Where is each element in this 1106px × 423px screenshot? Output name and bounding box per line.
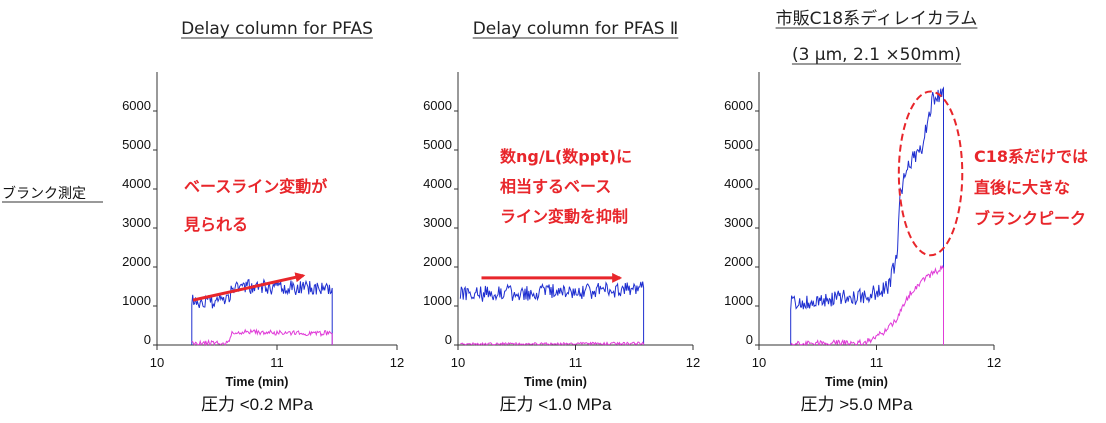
- x-axis-label: Time (min): [226, 375, 289, 389]
- pressure-condition: 圧力 >5.0 MPa: [801, 395, 914, 414]
- x-tick-label: 12: [686, 355, 700, 370]
- x-tick-label: 12: [390, 355, 404, 370]
- annotation-text: ベースライン変動が: [184, 177, 327, 196]
- series-trace-magenta: [790, 264, 944, 347]
- y-tick-label: 1000: [122, 293, 151, 308]
- y-tick-label: 3000: [423, 215, 452, 230]
- x-tick-label: 11: [270, 355, 284, 370]
- x-tick-label: 11: [870, 355, 884, 370]
- x-tick-label: 10: [451, 355, 465, 370]
- x-axis-label: Time (min): [825, 375, 888, 389]
- x-axis-label: Time (min): [524, 375, 587, 389]
- y-tick-label: 3000: [122, 215, 151, 230]
- x-tick-label: 10: [150, 355, 164, 370]
- annotation-text: 直後に大きな: [974, 178, 1070, 197]
- x-tick-label: 12: [987, 355, 1001, 370]
- y-tick-label: 2000: [724, 254, 753, 269]
- chart-title: 市販C18系ディレイカラム: [776, 8, 978, 29]
- chart-panel-1: Delay column for PFAS 0 1000 2000 3000 4000 50…: [122, 19, 404, 414]
- x-tick-label: 11: [569, 355, 583, 370]
- annotation-text: 見られる: [183, 215, 248, 234]
- series-trace-magenta: [460, 341, 645, 346]
- trend-arrow: [192, 272, 306, 302]
- y-tick-label: 4000: [122, 176, 151, 191]
- y-tick-label: 4000: [423, 176, 452, 191]
- series-trace-blue: [191, 278, 333, 345]
- y-tick-label: 6000: [724, 98, 753, 113]
- chart-panel-2: Delay column for PFAS Ⅱ 0 1000 2000 3000 4000…: [423, 19, 700, 414]
- chart-title: Delay column for PFAS Ⅱ: [473, 19, 679, 39]
- y-tick-label: 5000: [122, 137, 151, 152]
- chart-panel-3: 市販C18系ディレイカラム (3 μm, 2.1 ×50mm) 0 1000 2000 3…: [724, 8, 1088, 414]
- peak-highlight-ellipse: [897, 90, 964, 257]
- side-label: ブランク測定: [2, 185, 86, 202]
- y-tick-label: 2000: [423, 254, 452, 269]
- y-tick-label: 0: [746, 332, 753, 347]
- y-tick-label: 1000: [724, 293, 753, 308]
- pressure-condition: 圧力 <1.0 MPa: [500, 395, 613, 414]
- y-tick-label: 6000: [122, 98, 151, 113]
- y-tick-label: 0: [144, 332, 151, 347]
- annotation-text: C18系だけでは: [974, 147, 1088, 166]
- y-tick-label: 6000: [423, 98, 452, 113]
- annotation-text: 相当するベース: [500, 177, 611, 196]
- series-trace-magenta: [191, 328, 333, 347]
- chart-title: Delay column for PFAS: [181, 19, 373, 39]
- annotation-text: 数ng/L(数ppt)に: [500, 147, 632, 166]
- y-tick-label: 4000: [724, 176, 753, 191]
- y-tick-label: 1000: [423, 293, 452, 308]
- annotation-text: ブランクピーク: [974, 209, 1086, 228]
- series-trace-blue: [459, 281, 645, 345]
- pressure-condition: 圧力 <0.2 MPa: [201, 395, 314, 414]
- y-tick-label: 5000: [423, 137, 452, 152]
- x-tick-label: 10: [752, 355, 766, 370]
- y-tick-label: 0: [445, 332, 452, 347]
- y-tick-label: 5000: [724, 137, 753, 152]
- series-trace-blue: [790, 86, 944, 345]
- annotation-text: ライン変動を抑制: [500, 207, 628, 226]
- y-tick-label: 2000: [122, 254, 151, 269]
- chart-title: (3 μm, 2.1 ×50mm): [792, 45, 961, 65]
- y-tick-label: 3000: [724, 215, 753, 230]
